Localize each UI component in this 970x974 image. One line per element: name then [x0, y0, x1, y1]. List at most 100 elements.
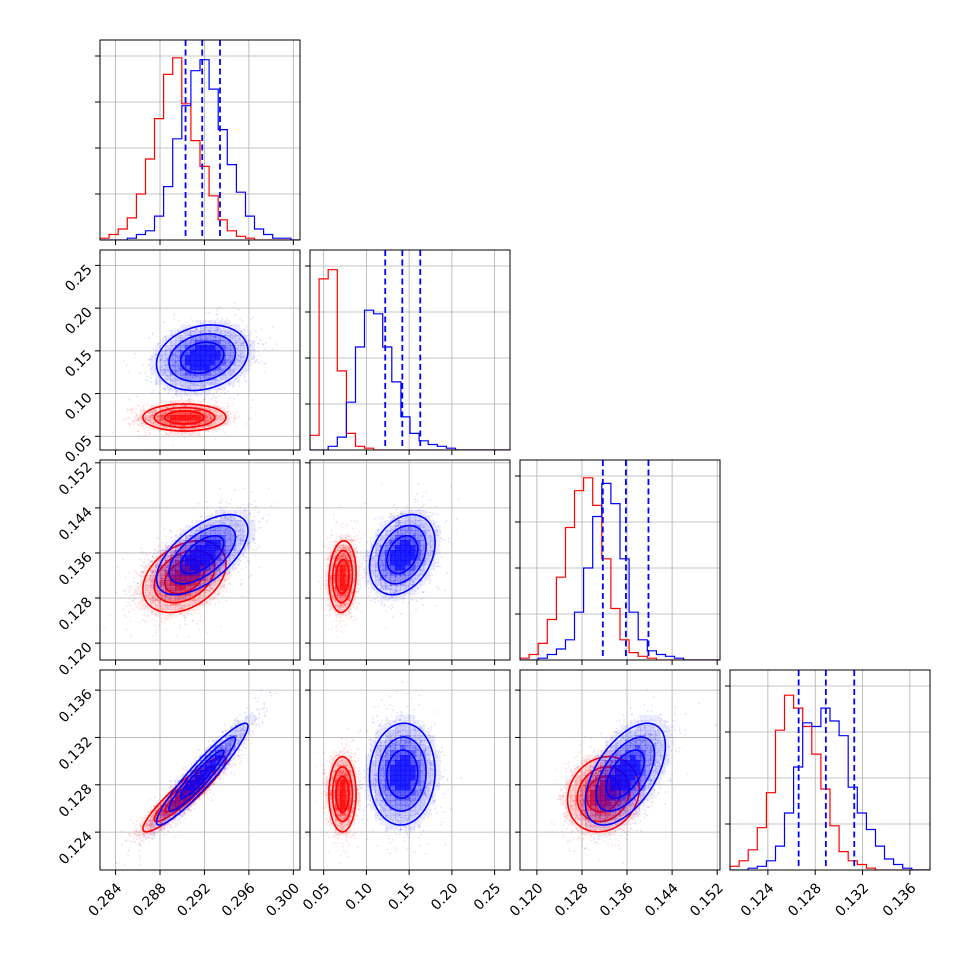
scatter-point — [216, 309, 218, 311]
scatter-point — [133, 407, 135, 409]
scatter-point — [235, 314, 237, 316]
density-cell — [165, 350, 170, 355]
scatter-point — [177, 396, 179, 398]
density-cell — [165, 385, 170, 390]
density-cell — [190, 415, 195, 420]
scatter-point — [130, 621, 132, 623]
density-cell — [185, 355, 190, 360]
scatter-point — [163, 435, 165, 437]
scatter-point — [127, 586, 129, 588]
scatter-point — [181, 398, 183, 400]
scatter-point — [172, 445, 174, 447]
scatter-point — [145, 554, 147, 556]
scatter-point — [145, 379, 147, 381]
density-cell — [220, 340, 225, 345]
scatter-point — [259, 354, 261, 356]
scatter-point — [201, 436, 203, 438]
scatter-point — [188, 398, 190, 400]
scatter-point — [115, 592, 117, 594]
density-cell — [160, 365, 165, 370]
density-cell — [205, 350, 210, 355]
scatter-point — [252, 399, 254, 401]
scatter-point — [161, 617, 163, 619]
density-cell — [170, 360, 175, 365]
density-cell — [200, 345, 205, 350]
scatter-point — [233, 418, 235, 420]
scatter-point — [236, 411, 238, 413]
panel-1-0 — [94, 250, 300, 455]
scatter-point — [220, 392, 222, 394]
scatter-point — [227, 403, 229, 405]
scatter-point — [176, 635, 178, 637]
scatter-point — [234, 302, 236, 304]
panel-content — [94, 302, 292, 449]
scatter-point — [263, 371, 265, 373]
scatter-point — [224, 392, 226, 394]
scatter-point — [250, 329, 252, 331]
scatter-point — [218, 601, 220, 603]
scatter-point — [207, 507, 209, 509]
scatter-point — [134, 603, 136, 605]
density-cell — [250, 340, 255, 345]
scatter-point — [153, 353, 155, 355]
density-cell — [240, 355, 245, 360]
scatter-point — [256, 548, 258, 550]
density-cell — [180, 325, 185, 330]
scatter-point — [204, 436, 206, 438]
density-cell — [170, 375, 175, 380]
scatter-point — [139, 408, 141, 410]
scatter-point — [179, 625, 181, 627]
density-cell — [155, 345, 160, 350]
scatter-point — [255, 331, 257, 333]
scatter-point — [147, 615, 149, 617]
density-cell — [180, 390, 185, 395]
density-cell — [175, 370, 180, 375]
scatter-point — [144, 372, 146, 374]
scatter-point — [237, 394, 239, 396]
scatter-point — [248, 576, 250, 578]
panel-content — [100, 40, 300, 240]
scatter-point — [269, 337, 271, 339]
scatter-point — [250, 418, 252, 420]
scatter-point — [216, 397, 218, 399]
density-cell — [175, 380, 180, 385]
scatter-point — [226, 591, 228, 593]
scatter-point — [168, 435, 170, 437]
scatter-point — [132, 609, 134, 611]
scatter-point — [137, 604, 139, 606]
scatter-point — [240, 556, 242, 558]
scatter-point — [148, 364, 150, 366]
scatter-point — [290, 307, 292, 309]
scatter-point — [171, 531, 173, 533]
scatter-point — [262, 343, 264, 345]
scatter-point — [139, 559, 141, 561]
scatter-point — [252, 317, 254, 319]
density-cell — [195, 360, 200, 365]
density-cell — [240, 370, 245, 375]
scatter-point — [257, 343, 259, 345]
scatter-point — [240, 579, 242, 581]
scatter-point — [137, 583, 139, 585]
scatter-point — [173, 318, 175, 320]
density-cell — [195, 345, 200, 350]
scatter-point — [127, 397, 129, 399]
scatter-point — [159, 392, 161, 394]
scatter-point — [186, 322, 188, 324]
scatter-point — [197, 400, 199, 402]
scatter-point — [144, 432, 146, 434]
density-cell — [190, 365, 195, 370]
density-cell — [205, 390, 210, 395]
density-cell — [230, 380, 235, 385]
scatter-point — [152, 334, 154, 336]
scatter-point — [231, 575, 233, 577]
density-cell — [225, 330, 230, 335]
scatter-point — [128, 372, 130, 374]
density-cell — [195, 415, 200, 420]
scatter-point — [255, 506, 257, 508]
scatter-point — [222, 594, 224, 596]
scatter-point — [204, 438, 206, 440]
scatter-point — [188, 636, 190, 638]
density-cell — [135, 415, 140, 420]
scatter-point — [250, 575, 252, 577]
